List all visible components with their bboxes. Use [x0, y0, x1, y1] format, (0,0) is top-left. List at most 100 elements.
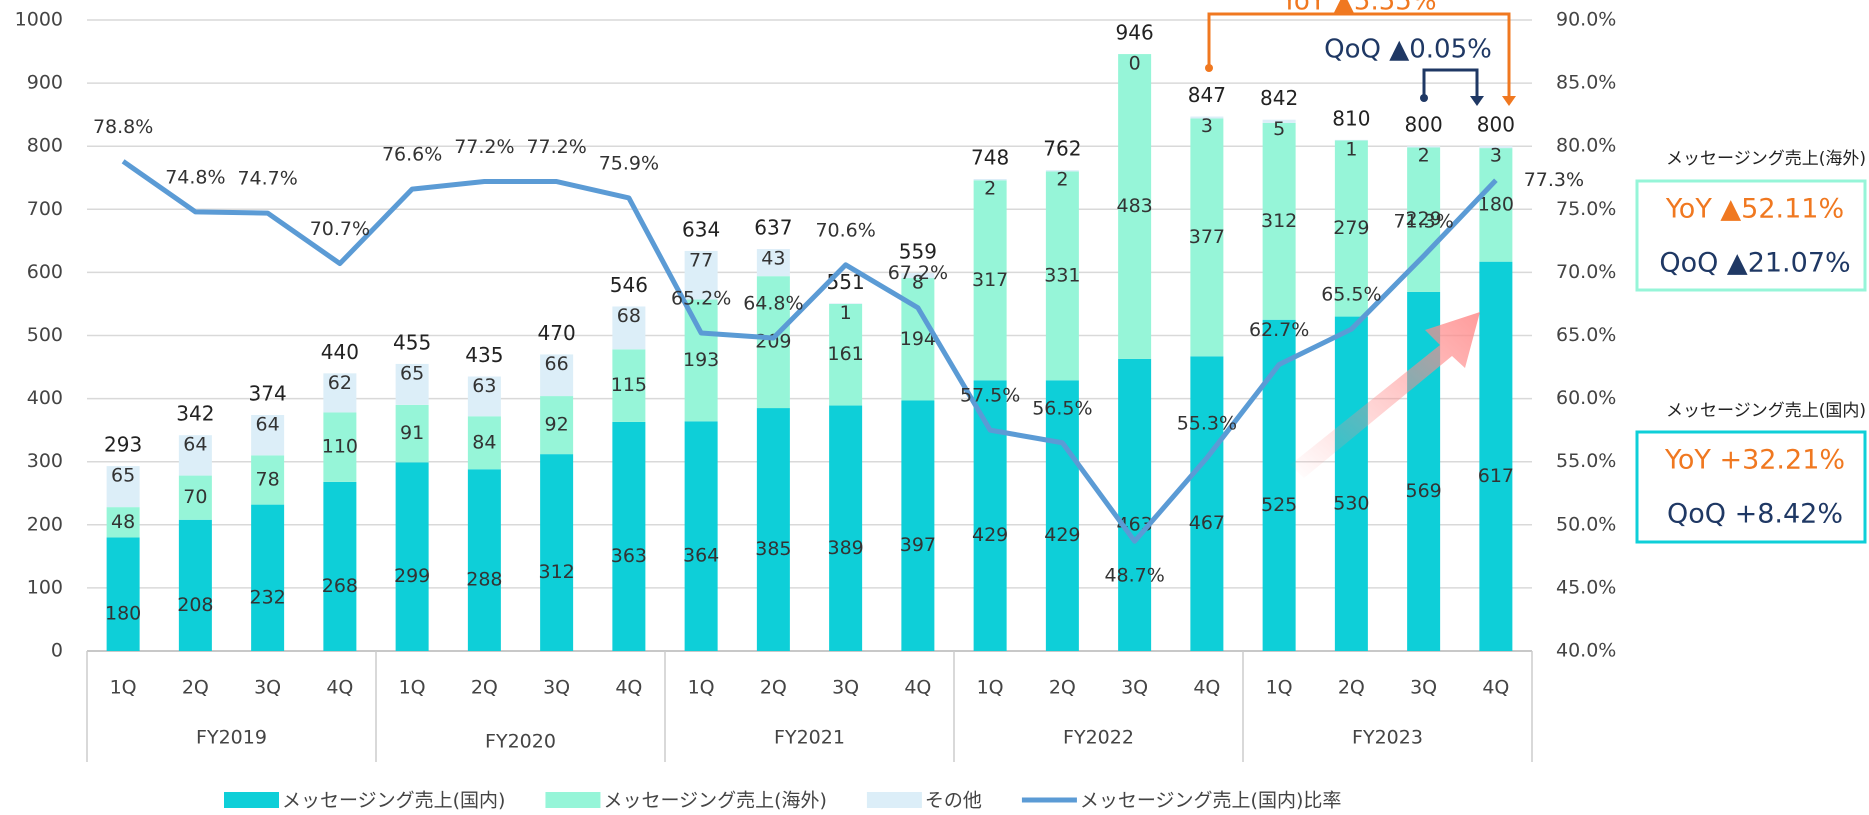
- y-tick-label: 300: [27, 450, 63, 472]
- y-tick-label: 0: [51, 640, 63, 662]
- ratio-label: 57.5%: [960, 385, 1020, 407]
- y2-tick-label: 80.0%: [1556, 135, 1616, 157]
- total-label: 440: [321, 340, 359, 364]
- value-label: 5: [1273, 118, 1285, 140]
- bar-segment: [1479, 261, 1513, 651]
- bar-segment: [684, 250, 718, 300]
- total-label: 762: [1043, 137, 1081, 161]
- bar-segment: [1045, 380, 1079, 651]
- y-tick-label: 700: [27, 198, 63, 220]
- value-label: 312: [538, 561, 574, 583]
- ratio-label: 48.7%: [1104, 565, 1164, 587]
- value-label: 77: [689, 249, 713, 271]
- bar-segment: [323, 373, 357, 413]
- value-label: 467: [1189, 512, 1225, 534]
- y-tick-label: 500: [27, 324, 63, 346]
- value-label: 66: [545, 353, 569, 375]
- bar-segment: [829, 405, 863, 651]
- bar-segment: [395, 462, 429, 651]
- bar-segment: [756, 276, 790, 409]
- x-tick-label: 2Q: [760, 677, 787, 699]
- value-label: 617: [1478, 465, 1514, 487]
- bar-segment: [1479, 146, 1513, 149]
- y-tick-label: 800: [27, 135, 63, 157]
- bar-segment: [106, 466, 140, 508]
- bar-segment: [178, 435, 212, 476]
- ratio-label: 65.2%: [671, 287, 731, 309]
- bar-segment: [973, 179, 1007, 181]
- value-label: 525: [1261, 494, 1297, 516]
- ratio-label: 65.5%: [1321, 284, 1381, 306]
- value-label: 331: [1044, 264, 1080, 286]
- value-label: 377: [1189, 226, 1225, 248]
- bar-segment: [540, 354, 574, 397]
- x-tick-label: 1Q: [399, 677, 426, 699]
- bar-segment: [901, 400, 935, 651]
- value-label: 180: [1478, 193, 1514, 215]
- ratio-label: 75.9%: [599, 152, 659, 174]
- x-tick-label: 2Q: [182, 677, 209, 699]
- value-label: 64: [183, 434, 207, 456]
- value-label: 91: [400, 422, 424, 444]
- bar-segment: [178, 519, 212, 651]
- value-label: 268: [322, 575, 358, 597]
- legend-label: メッセージング売上(国内)比率: [1080, 790, 1341, 812]
- bar-segment: [1190, 116, 1224, 119]
- legend-swatch: [545, 792, 601, 808]
- value-label: 483: [1116, 195, 1152, 217]
- bar-segment: [973, 180, 1007, 381]
- ratio-label: 74.7%: [237, 168, 297, 190]
- x-tick-label: 1Q: [110, 677, 137, 699]
- value-label: 530: [1333, 492, 1369, 514]
- value-label: 0: [1129, 53, 1141, 75]
- x-tick-label: 3Q: [1410, 677, 1437, 699]
- bar-segment: [323, 412, 357, 482]
- y2-tick-label: 90.0%: [1556, 9, 1616, 31]
- y2-tick-label: 75.0%: [1556, 198, 1616, 220]
- legend-swatch: [866, 792, 922, 808]
- bar-segment: [1407, 146, 1441, 148]
- x-tick-label: 4Q: [904, 677, 931, 699]
- bar-segment: [829, 303, 863, 406]
- bar-segment: [1334, 316, 1368, 651]
- y2-tick-label: 70.0%: [1556, 261, 1616, 283]
- bar-segment: [1407, 291, 1441, 651]
- total-label: 842: [1260, 86, 1298, 110]
- value-label: 193: [683, 349, 719, 371]
- bar-segment: [106, 537, 140, 651]
- value-label: 68: [617, 305, 641, 327]
- value-label: 2: [984, 178, 996, 200]
- y-tick-label: 900: [27, 72, 63, 94]
- value-label: 288: [466, 569, 502, 591]
- ratio-label: 67.2%: [888, 262, 948, 284]
- qoq-dot: [1420, 94, 1428, 102]
- value-label: 312: [1261, 210, 1297, 232]
- bar-segment: [251, 415, 285, 456]
- y2-tick-label: 55.0%: [1556, 450, 1616, 472]
- x-tick-label: 3Q: [1121, 677, 1148, 699]
- ratio-label: 64.8%: [743, 293, 803, 315]
- value-label: 48: [111, 511, 135, 533]
- value-label: 299: [394, 565, 430, 587]
- ratio-label: 62.7%: [1249, 319, 1309, 341]
- bar-segment: [973, 380, 1007, 651]
- value-label: 70: [183, 486, 207, 508]
- y2-tick-label: 65.0%: [1556, 324, 1616, 346]
- y2-tick-label: 50.0%: [1556, 513, 1616, 535]
- bar-segment: [467, 376, 501, 417]
- bar-segment: [1118, 358, 1152, 651]
- y-tick-label: 1000: [15, 9, 63, 31]
- ratio-label: 77.3%: [1524, 169, 1584, 191]
- value-label: 1: [1345, 138, 1357, 160]
- value-label: 194: [900, 328, 936, 350]
- total-label: 455: [393, 330, 431, 354]
- value-label: 43: [761, 248, 785, 270]
- value-label: 232: [249, 586, 285, 608]
- bar-segment: [756, 249, 790, 277]
- domestic-yoy: YoY +32.21%: [1664, 445, 1845, 476]
- x-tick-label: 4Q: [1193, 677, 1220, 699]
- value-label: 209: [755, 331, 791, 353]
- ratio-label: 70.7%: [310, 218, 370, 240]
- box-title: メッセージング売上(国内): [1666, 401, 1866, 421]
- value-label: 180: [105, 603, 141, 625]
